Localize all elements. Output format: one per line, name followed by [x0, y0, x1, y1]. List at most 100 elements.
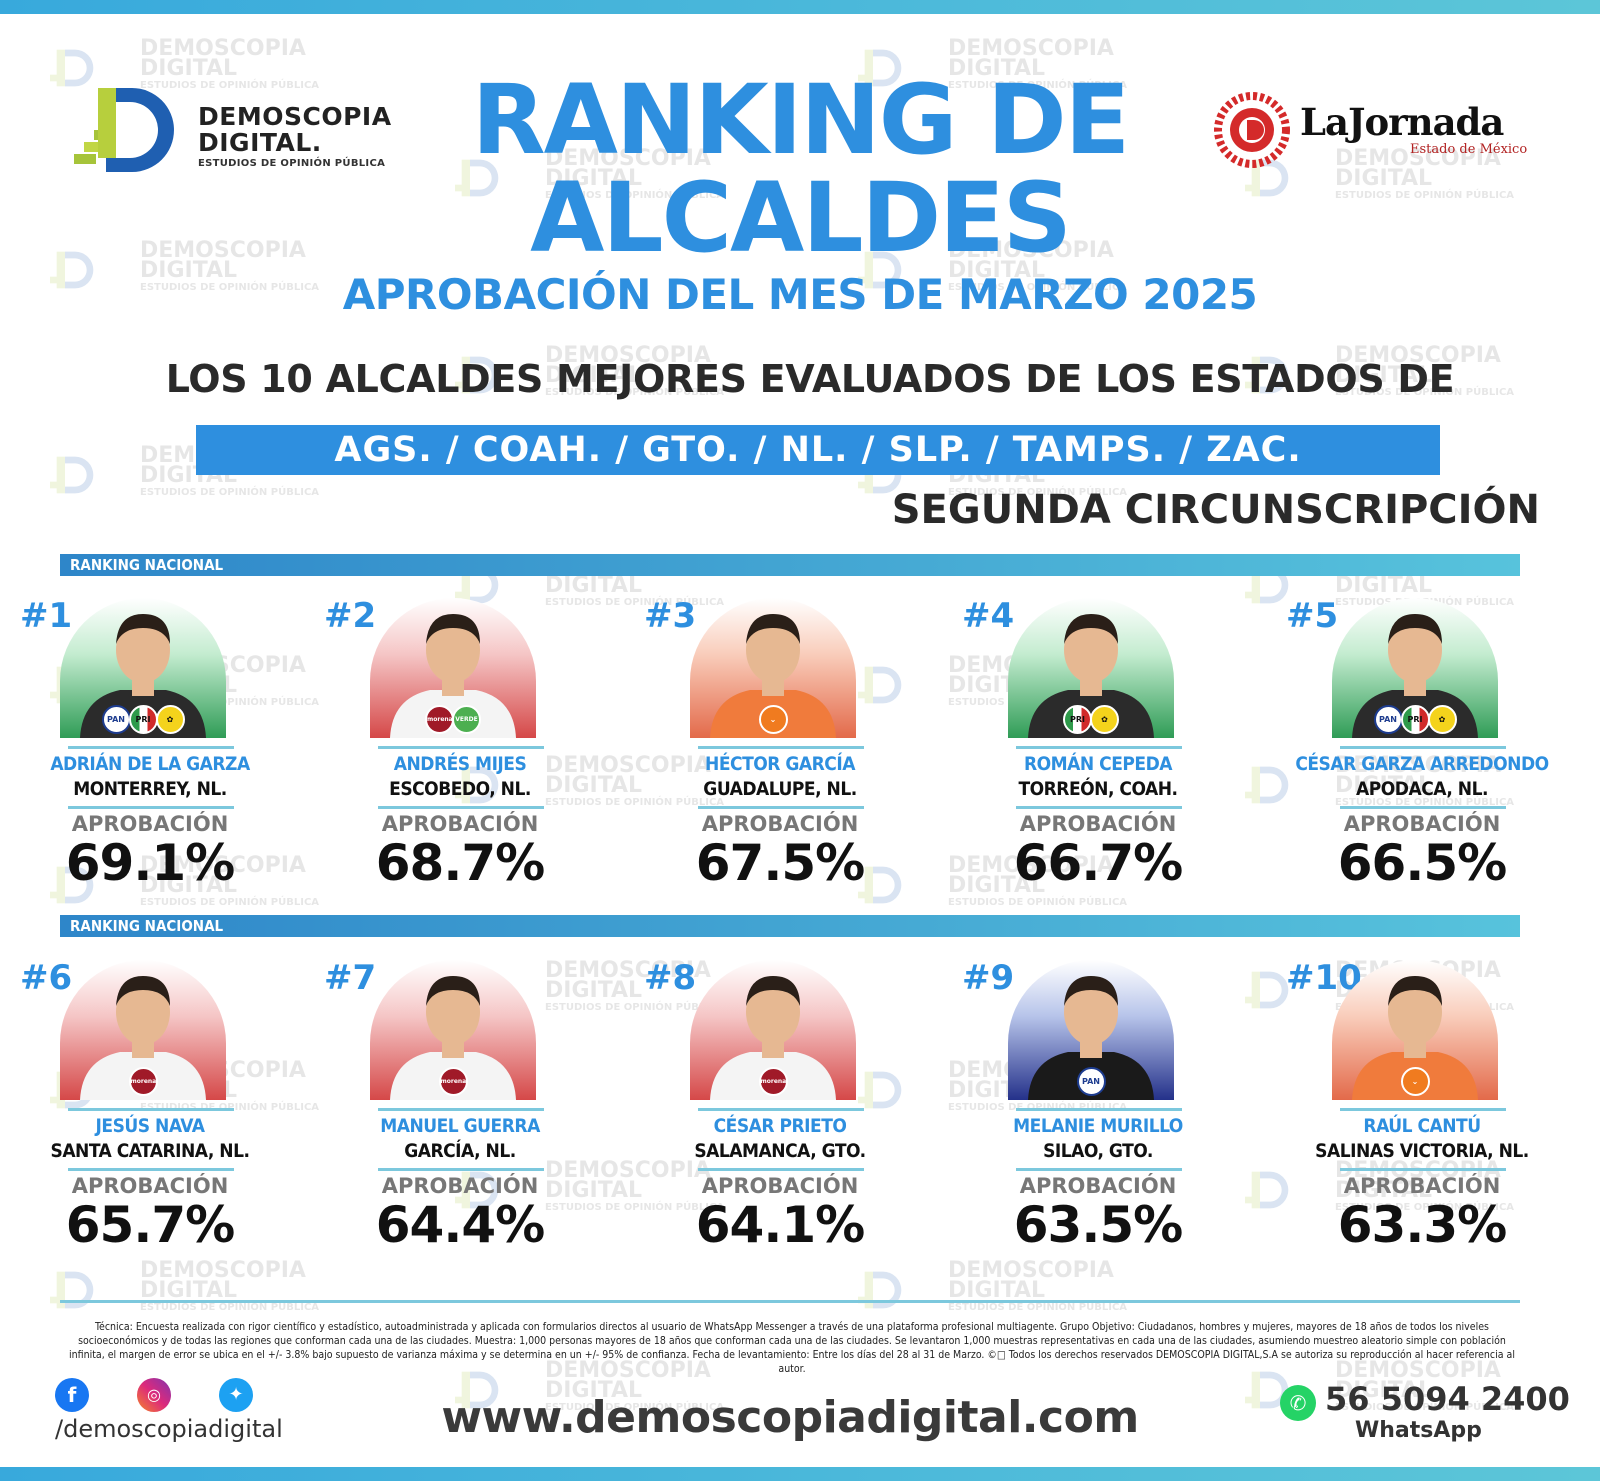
mayor-card: #2 morena VERDE ANDRÉS MIJES ESCOBEDO, NL. AP…: [324, 596, 570, 898]
intro-text: LOS 10 ALCALDES MEJORES EVALUADOS DE LOS…: [165, 357, 1455, 401]
ranking-section-label: RANKING NACIONAL: [70, 556, 224, 574]
approval-label: APROBACIÓN: [71, 1174, 229, 1198]
social-handle[interactable]: /demoscopiadigital: [55, 1415, 283, 1443]
party-badges: PAN PRI ✿: [1332, 705, 1498, 734]
mayor-name: ROMÁN CEPEDA: [1023, 753, 1173, 775]
party-badge-morena: morena: [425, 705, 454, 734]
mayor-photo: morena: [60, 960, 226, 1100]
approval-label: APROBACIÓN: [701, 1174, 859, 1198]
mayor-card: #7 morena MANUEL GUERRA GARCÍA, NL. APROBACI…: [324, 958, 570, 1260]
watermark-line2: DIGITAL: [140, 258, 238, 283]
mayor-name: ADRIÁN DE LA GARZA: [50, 753, 250, 775]
mayor-card: #10 ⌄ RAÚL CANTÚ SALINAS VICTORIA, NL. APROB…: [1286, 958, 1532, 1260]
title-line2: ALCALDES: [530, 162, 1072, 274]
approval-value: 69.1%: [65, 834, 235, 892]
mayor-photo: morena: [370, 960, 536, 1100]
watermark-line1: DEMOSCOPIA: [948, 1258, 1114, 1283]
party-badge-pan: PAN: [1373, 705, 1403, 734]
approval-label: APROBACIÓN: [1019, 1174, 1177, 1198]
mayor-photo: ⌄: [1332, 960, 1498, 1100]
watermark-line3: ESTUDIOS DE OPINIÓN PÚBLICA: [140, 487, 320, 498]
party-badges: ⌄: [690, 705, 856, 734]
brand-tagline: ESTUDIOS DE OPINIÓN PÚBLICA: [198, 158, 386, 169]
party-badges: PRI ✿: [1008, 705, 1174, 734]
mayor-photo: morena: [690, 960, 856, 1100]
watermark-line2: DIGITAL: [140, 56, 238, 81]
approval-value: 64.4%: [375, 1196, 545, 1254]
party-badges: morena: [370, 1067, 536, 1096]
social-links: f ◎ ✦: [55, 1378, 285, 1418]
watermark-line1: DEMOSCOPIA: [140, 1258, 306, 1283]
mayor-name: CÉSAR GARZA ARREDONDO: [1295, 753, 1549, 775]
name-divider: [378, 1108, 544, 1111]
mayor-photo: ⌄: [690, 598, 856, 738]
party-badge-prd: ✿: [1427, 705, 1457, 734]
approval-value: 64.1%: [695, 1196, 865, 1254]
instagram-icon[interactable]: ◎: [137, 1378, 171, 1412]
watermark-line2: DIGITAL: [948, 1278, 1046, 1303]
website-link[interactable]: www.demoscopiadigital.com: [441, 1392, 1139, 1443]
twitter-icon[interactable]: ✦: [219, 1378, 253, 1412]
approval-label: APROBACIÓN: [1019, 812, 1177, 836]
la-jornada-logo: LaJornada Estado de México: [1210, 90, 1530, 170]
mayor-photo: morena VERDE: [370, 598, 536, 738]
phone-number[interactable]: 56 5094 2400: [1325, 1380, 1570, 1418]
mayor-photo: PAN PRI ✿: [1332, 598, 1498, 738]
watermark-line3: ESTUDIOS DE OPINIÓN PÚBLICA: [948, 897, 1128, 908]
title-line1: RANKING DE: [471, 64, 1131, 176]
mayor-name: JESÚS NAVA: [95, 1115, 205, 1137]
approval-label: APROBACIÓN: [381, 1174, 539, 1198]
city-divider: [1016, 806, 1182, 809]
party-badges: PAN PRI ✿: [60, 705, 226, 734]
party-badge-pan: PAN: [1076, 1067, 1106, 1096]
rank-number: #8: [644, 958, 697, 998]
name-divider: [68, 746, 234, 749]
party-badges: morena VERDE: [370, 705, 536, 734]
name-divider: [1016, 746, 1182, 749]
name-divider: [1340, 746, 1506, 749]
rank-number: #1: [20, 596, 73, 636]
party-badge-pri: PRI: [1400, 705, 1430, 734]
party-badge-pri: PRI: [128, 705, 158, 734]
watermark-d-icon: [50, 1271, 94, 1309]
party-badge-pan: PAN: [101, 705, 131, 734]
approval-label: APROBACIÓN: [701, 812, 859, 836]
watermark-line3: ESTUDIOS DE OPINIÓN PÚBLICA: [140, 897, 320, 908]
watermark-line3: ESTUDIOS DE OPINIÓN PÚBLICA: [948, 1302, 1128, 1313]
approval-label: APROBACIÓN: [71, 812, 229, 836]
city-divider: [1340, 806, 1506, 809]
city-divider: [1340, 1168, 1506, 1171]
watermark-line2: DIGITAL: [545, 573, 643, 598]
top-accent-bar: [0, 0, 1600, 14]
approval-value: 65.7%: [65, 1196, 235, 1254]
watermark-d-icon: [1245, 1171, 1289, 1209]
approval-value: 63.3%: [1337, 1196, 1507, 1254]
mayor-card: #9 PAN MELANIE MURILLO SILAO, GTO. APROBACIÓ…: [962, 958, 1208, 1260]
rank-number: #7: [324, 958, 377, 998]
whatsapp-icon[interactable]: ✆: [1280, 1385, 1316, 1421]
footer-divider: [60, 1300, 1520, 1303]
watermark-line1: DEMOSCOPIA: [948, 36, 1114, 61]
facebook-icon[interactable]: f: [55, 1378, 89, 1412]
watermark-d-icon: [50, 456, 94, 494]
name-divider: [698, 746, 864, 749]
mayor-name: MANUEL GUERRA: [380, 1115, 540, 1137]
mayor-city: SILAO, GTO.: [1043, 1140, 1153, 1162]
watermark-line2: DIGITAL: [1335, 166, 1433, 191]
watermark-d-icon: [858, 1271, 902, 1309]
party-badges: ⌄: [1332, 1067, 1498, 1096]
city-divider: [378, 1168, 544, 1171]
watermark-line3: ESTUDIOS DE OPINIÓN PÚBLICA: [1335, 190, 1515, 201]
party-badges: morena: [690, 1067, 856, 1096]
states-banner: AGS. / COAH. / GTO. / NL. / SLP. / TAMPS…: [196, 425, 1440, 475]
watermark-line2: DIGITAL: [140, 1278, 238, 1303]
party-badges: PAN: [1008, 1067, 1174, 1096]
la-jornada-sun-icon: [1214, 92, 1290, 168]
party-badge-pri: PRI: [1063, 705, 1092, 734]
mayor-name: ANDRÉS MIJES: [393, 753, 527, 775]
name-divider: [1340, 1108, 1506, 1111]
mayor-city: ESCOBEDO, NL.: [389, 778, 531, 800]
whatsapp-label: WhatsApp: [1355, 1418, 1482, 1443]
